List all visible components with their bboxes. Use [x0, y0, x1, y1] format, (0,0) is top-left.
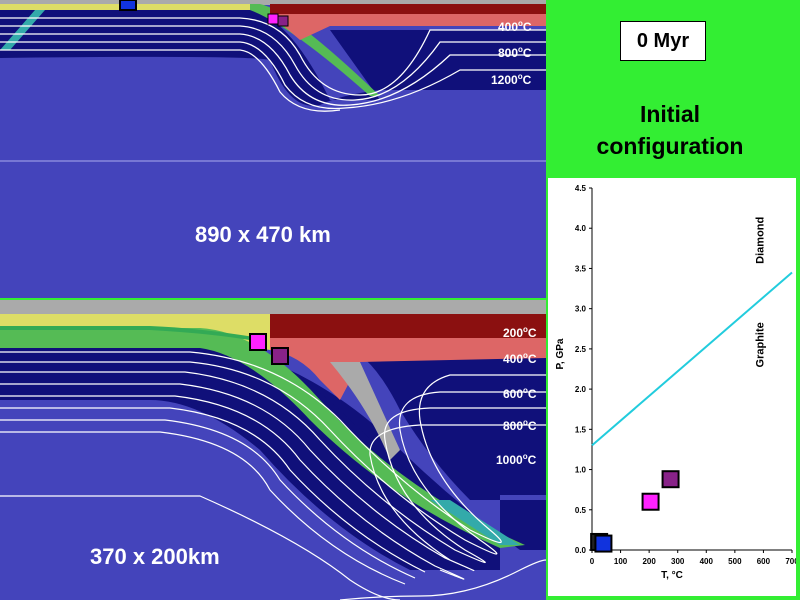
marker-purple [277, 15, 289, 27]
y-tick-label: 4.0 [575, 224, 587, 233]
x-tick-label: 400 [700, 557, 714, 566]
wedge-grey [330, 362, 400, 460]
isotherm-label: 1000oC [496, 452, 537, 467]
diamond-field-label: Diamond [754, 217, 766, 264]
data-point-2 [641, 492, 660, 511]
surface-grey [0, 300, 546, 314]
top-scale-label: 890 x 470 km [195, 222, 331, 247]
marker-blue [119, 0, 137, 11]
isotherm-label: 800oC [498, 45, 532, 60]
y-tick-label: 3.5 [575, 264, 587, 273]
y-tick-label: 3.0 [575, 305, 587, 314]
slab-green [250, 4, 380, 96]
x-axis-label: T, °C [661, 570, 683, 581]
x-tick-label: 200 [642, 557, 656, 566]
pt-axes: 0.0 0.5 1.0 1.5 2.0 2.5 3.0 3.5 4.0 4.5 0 100 200 300… [555, 184, 796, 581]
caption-line-2: configuration [596, 133, 744, 159]
x-tick-label: 0 [590, 557, 595, 566]
isotherm-label: 800oC [503, 418, 537, 433]
isotherm-label: 600oC [503, 386, 537, 401]
y-axis-label: P, GPa [555, 338, 566, 369]
slab-green-top [0, 326, 260, 342]
isotherm-label: 200oC [503, 325, 537, 340]
bottom-model-panel: 370 x 200km 200oC 400oC 600oC 800oC 1000… [0, 300, 546, 600]
teal-layer [430, 500, 520, 545]
y-tick-label: 1.5 [575, 425, 587, 434]
y-tick-label: 2.5 [575, 345, 587, 354]
y-tick-label: 0.5 [575, 506, 587, 515]
x-tick-label: 500 [728, 557, 742, 566]
y-tick-label: 1.0 [575, 466, 587, 475]
crust-darkred [270, 314, 546, 338]
lithosphere-dark [0, 340, 546, 570]
x-tick-label: 600 [757, 557, 771, 566]
marker-magenta [249, 333, 267, 351]
top-model-panel: 890 x 470 km 400oC 800oC 1200oC [0, 0, 546, 298]
isotherm-label: 400oC [498, 19, 532, 34]
pt-marks: Diamond Graphite [590, 217, 793, 553]
graphite-field-label: Graphite [754, 322, 766, 367]
top-model-svg [0, 0, 546, 298]
time-label: 0 Myr [620, 21, 706, 61]
y-tick-label: 4.5 [575, 184, 587, 193]
marker-purple [271, 347, 289, 365]
bottom-model-svg [0, 300, 546, 600]
top-isotherms [0, 17, 546, 112]
bottom-scale-label: 370 x 200km [90, 544, 220, 569]
caption-line-1: Initial [639, 101, 701, 127]
pt-chart-svg: 0.0 0.5 1.0 1.5 2.0 2.5 3.0 3.5 4.0 4.5 0 100 200 300… [555, 184, 796, 581]
pt-diagram: 0.0 0.5 1.0 1.5 2.0 2.5 3.0 3.5 4.0 4.5 0 100 200 300… [548, 178, 796, 596]
y-tick-label: 2.0 [575, 385, 587, 394]
bottom-isotherms [0, 351, 546, 600]
crust-red [270, 14, 546, 40]
isotherm-label: 400oC [503, 351, 537, 366]
marker-magenta [267, 13, 279, 25]
data-point-3 [661, 470, 680, 489]
data-point-1 [594, 534, 613, 553]
crust-red [270, 338, 546, 400]
y-tick-label: 0.0 [575, 546, 587, 555]
isotherm-label: 1200oC [491, 72, 532, 87]
graphite-diamond-boundary [591, 271, 793, 447]
surface-grey [0, 0, 546, 5]
x-tick-label: 700 [785, 557, 796, 566]
caption: Initial configuration [570, 98, 770, 162]
x-tick-label: 100 [614, 557, 628, 566]
x-tick-label: 300 [671, 557, 685, 566]
teal-layer [0, 10, 45, 50]
